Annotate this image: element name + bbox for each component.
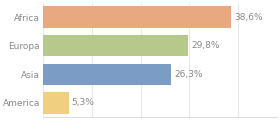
Bar [43, 35, 188, 56]
Text: 26,3%: 26,3% [174, 70, 203, 79]
Text: 29,8%: 29,8% [191, 41, 220, 50]
Text: 38,6%: 38,6% [234, 13, 263, 22]
Text: 5,3%: 5,3% [72, 98, 95, 107]
Bar [43, 92, 69, 114]
Bar [43, 64, 171, 85]
Bar [43, 6, 231, 28]
